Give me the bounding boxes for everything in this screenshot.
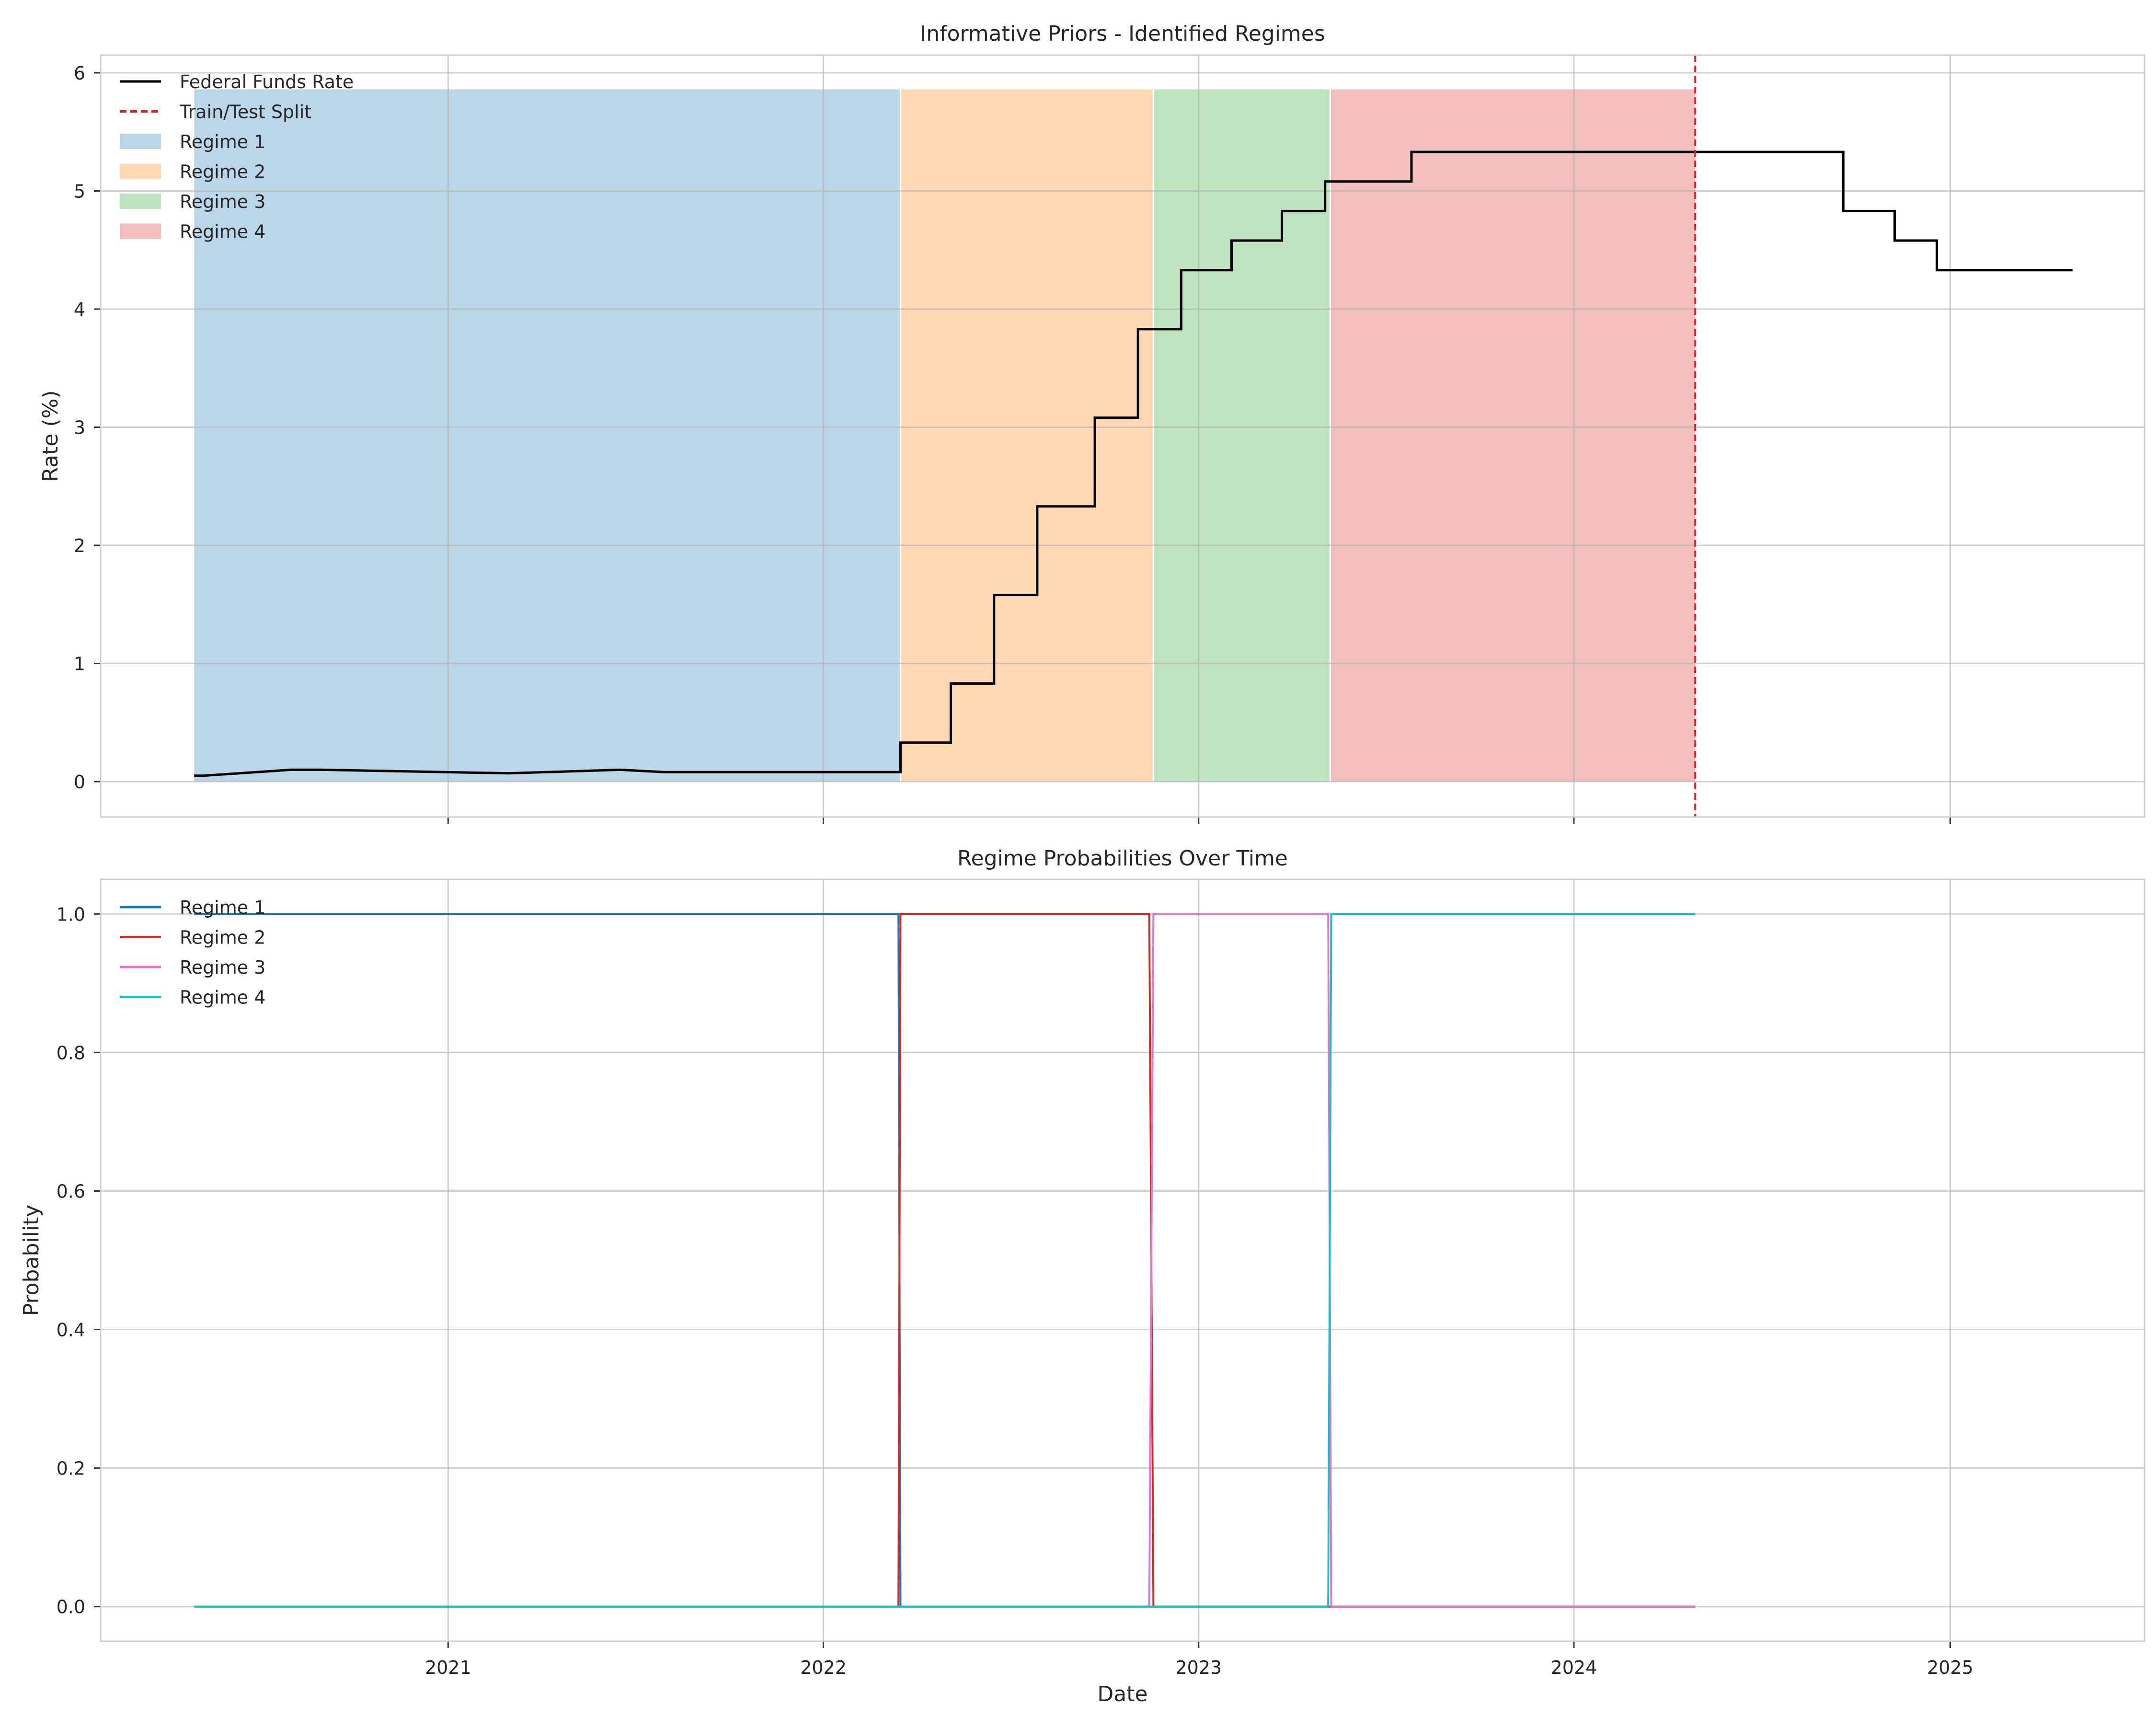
bottom-y-axis-label: Probability [19,1205,44,1316]
bottom-plot-area [101,879,2145,1641]
bottom-plot-frame [100,878,2145,1642]
bottom-y-tick-label: 1.0 [57,904,85,925]
top-panel: 0 1 2 3 4 5 6 Informative Priors - Identified … [38,22,2145,824]
bottom-y-tick-label: 0.2 [57,1458,85,1479]
top-chart-title: Informative Priors - Identified Regimes [920,22,1325,46]
bottom-y-tick-label: 0.8 [57,1042,85,1063]
bottom-y-tick-label: 0.0 [57,1597,85,1618]
bottom-y-tick-label: 0.4 [57,1320,85,1341]
legend-label: Regime 4 [180,221,265,242]
bottom-x-tick-label: 2023 [1175,1657,1222,1678]
bottom-x-tick-label: 2025 [1927,1657,1973,1678]
top-series-lines [194,55,2073,817]
bottom-legend: Regime 1 Regime 2 Regime 3 Regime 4 [120,897,265,1008]
bottom-y-tick-label: 0.6 [57,1181,85,1202]
legend-label: Regime 4 [180,987,265,1008]
bottom-series-lines [194,913,1696,1608]
top-gridlines [101,55,2145,817]
legend-label: Regime 2 [180,161,265,183]
bottom-panel: 2021 2022 2023 2024 2025 0.0 0.2 0.4 0.6 0.8 1.0 R… [19,846,2145,1706]
top-regime-bands [194,89,1696,782]
top-legend: Federal Funds Rate Train/Test Split Regime… [120,71,354,242]
regime-band-1 [194,89,901,782]
bottom-x-axis-label: Date [1097,1682,1147,1706]
legend-label: Regime 1 [180,131,265,152]
top-tick-labels: 0 1 2 3 4 5 6 [74,63,1951,824]
top-y-tick-label: 4 [74,299,85,320]
bottom-x-tick-label: 2024 [1551,1657,1597,1678]
bottom-x-tick-label: 2021 [425,1657,471,1678]
regime-band-4 [1330,89,1696,782]
legend-swatch-regime-3 [120,194,161,209]
federal-funds-rate-line [194,150,2073,777]
top-y-tick-label: 2 [74,535,85,556]
legend-label: Regime 2 [180,927,265,948]
top-y-tick-label: 5 [74,181,85,202]
top-y-tick-label: 3 [74,417,85,438]
bottom-tick-labels: 2021 2022 2023 2024 2025 0.0 0.2 0.4 0.6 0.8 1.0 [57,904,1973,1678]
legend-label: Federal Funds Rate [180,71,354,92]
legend-label: Regime 1 [180,897,265,918]
legend-swatch-regime-1 [120,134,161,149]
legend-label: Regime 3 [180,957,265,978]
bottom-x-tick-label: 2022 [800,1657,847,1678]
regime-band-2 [900,89,1154,782]
legend-swatch-regime-4 [120,223,161,239]
top-plot-area [101,55,2145,817]
top-y-tick-label: 1 [74,654,85,675]
bottom-chart-title: Regime Probabilities Over Time [957,846,1288,871]
top-y-tick-label: 0 [74,771,85,793]
probability-line-regime-4 [194,913,1696,1608]
regime-band-3 [1153,89,1330,782]
top-y-axis-label: Rate (%) [38,390,63,482]
top-y-tick-label: 6 [74,63,85,84]
legend-swatch-regime-2 [120,163,161,179]
legend-label: Regime 3 [180,191,265,212]
legend-label: Train/Test Split [179,102,311,123]
top-plot-frame [100,54,2145,818]
